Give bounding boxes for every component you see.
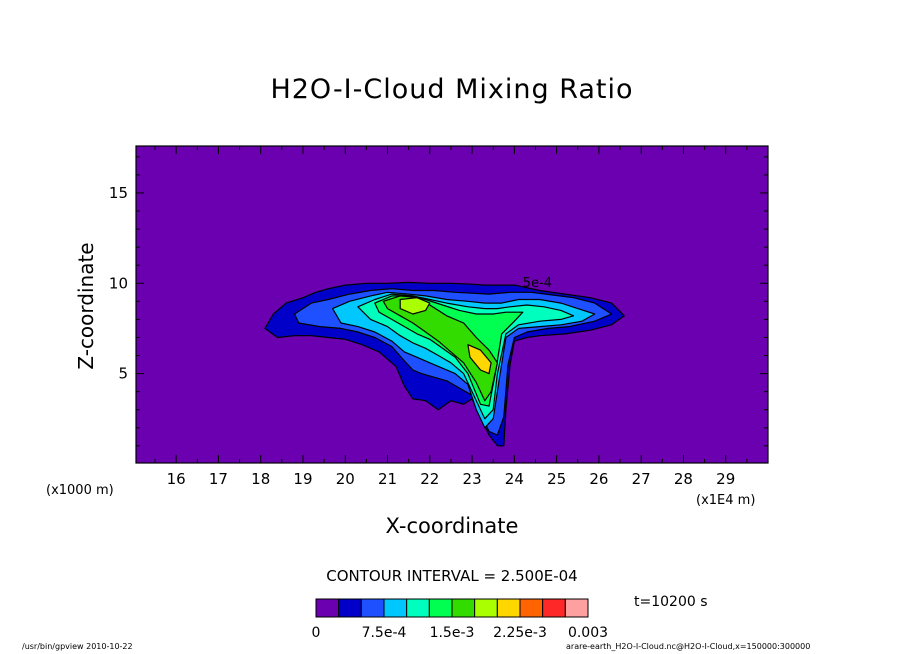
contour-level-7 — [399, 297, 431, 315]
colorbar-swatch — [474, 598, 498, 618]
axes: 16 17 18 19 20 21 22 23 24 25 26 27 28 29 5 10 15 — [109, 145, 769, 488]
x-unit-left-label: (x1000 m) — [46, 483, 114, 498]
x-tick-label: 23 — [463, 470, 482, 488]
x-tick-label: 21 — [378, 470, 397, 488]
colorbar: 0 7.5e-4 1.5e-3 2.25e-3 0.003 — [312, 598, 608, 641]
x-tick-label: 28 — [674, 470, 693, 488]
x-tick-label: 17 — [209, 470, 228, 488]
colorbar-swatch — [496, 598, 521, 618]
y-tick-label: 10 — [109, 274, 128, 292]
x-tick-label: 26 — [589, 470, 608, 488]
contour-level-6 — [382, 295, 498, 402]
contour-interval-label: CONTOUR INTERVAL = 2.500E-04 — [326, 567, 578, 585]
plot-frame — [135, 145, 769, 464]
contour-value-label: 5e-4 — [523, 276, 552, 291]
colorbar-swatch — [428, 598, 453, 618]
colorbar-swatch — [542, 598, 566, 618]
y-tick-label: 5 — [118, 365, 128, 383]
colorbar-tick-label: 2.25e-3 — [493, 625, 547, 641]
colorbar-swatch — [519, 598, 544, 618]
footer-left-label: /usr/bin/gpview 2010-10-22 — [22, 642, 133, 651]
x-tick-label: 19 — [293, 470, 312, 488]
colorbar-swatch — [406, 598, 430, 618]
colorbar-swatch — [383, 598, 408, 618]
x-tick-label: 22 — [420, 470, 439, 488]
x-tick-label: 29 — [716, 470, 735, 488]
colorbar-swatch — [564, 598, 589, 618]
colorbar-swatch — [315, 598, 340, 618]
x-tick-label: 25 — [547, 470, 566, 488]
colorbar-tick-label: 1.5e-3 — [430, 625, 475, 641]
x-tick-label: 24 — [505, 470, 524, 488]
x-unit-right-label: (x1E4 m) — [696, 493, 756, 508]
colorbar-swatch — [451, 598, 476, 618]
contour-fills: 5e-4 — [264, 276, 625, 447]
colorbar-swatch — [360, 598, 385, 618]
colorbar-tick-label: 0 — [312, 625, 321, 641]
colorbar-tick-label: 7.5e-4 — [362, 625, 407, 641]
x-tick-label: 20 — [336, 470, 355, 488]
plot-area: 5e-4 — [136, 146, 768, 463]
x-axis-label: X-coordinate — [385, 514, 519, 538]
colorbar-tick-label: 0.003 — [568, 625, 608, 641]
x-tick-label: 27 — [632, 470, 651, 488]
contour-level-8 — [467, 344, 492, 375]
y-tick-label: 15 — [109, 184, 128, 202]
time-label: t=10200 s — [634, 594, 708, 610]
x-tick-label: 16 — [167, 470, 186, 488]
x-tick-label: 18 — [251, 470, 270, 488]
colorbar-swatch — [338, 598, 362, 618]
footer-right-label: arare-earth_H2O-I-Cloud.nc@H2O-I-Cloud,x… — [566, 642, 811, 651]
chart-title: H2O-I-Cloud Mixing Ratio — [270, 74, 634, 105]
